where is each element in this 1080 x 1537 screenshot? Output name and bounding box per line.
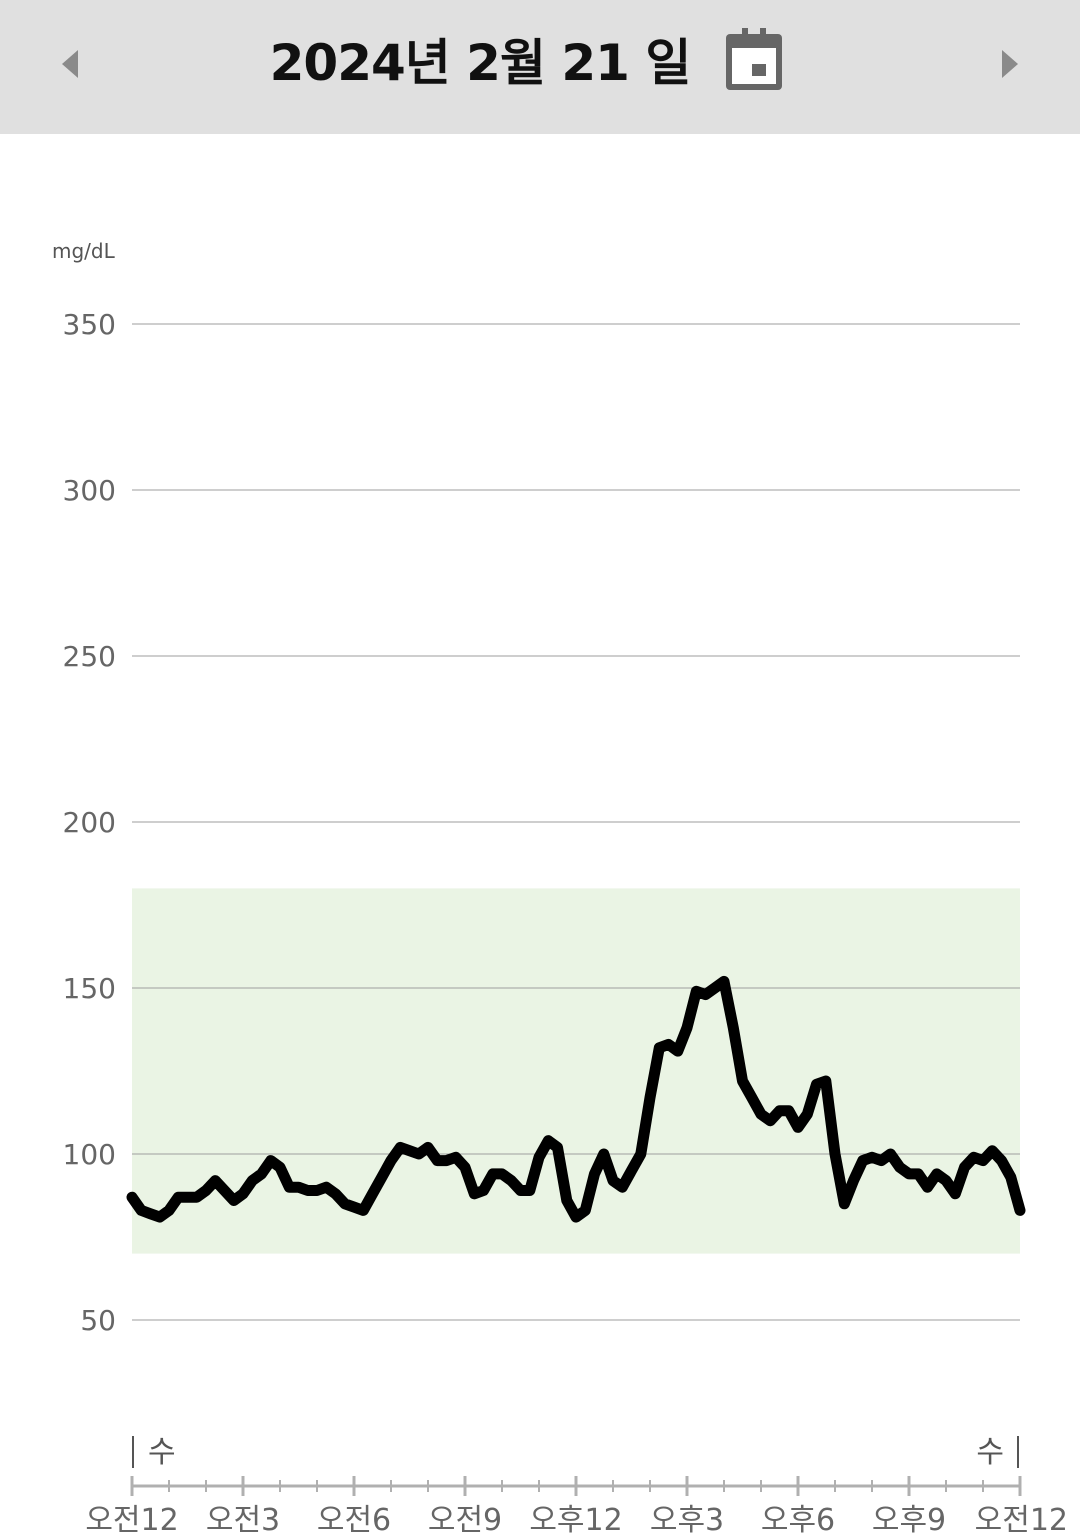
y-axis-ticks: 50 100 150 200 250 300 350 bbox=[63, 308, 116, 1337]
date-header: 2024년 2월 21 일 bbox=[0, 0, 1080, 134]
y-tick-label: 150 bbox=[63, 972, 116, 1005]
y-tick-label: 350 bbox=[63, 308, 116, 341]
x-tick-label: 오전12 bbox=[975, 1503, 1068, 1537]
x-tick-label: 오후6 bbox=[761, 1503, 835, 1537]
x-tick-label: 오후9 bbox=[872, 1503, 946, 1537]
chevron-right-icon[interactable] bbox=[990, 42, 1030, 86]
grid-lines bbox=[132, 323, 1020, 1321]
x-tick-label: 오전12 bbox=[85, 1503, 178, 1537]
x-tick-label: 오전3 bbox=[206, 1503, 280, 1537]
page-title[interactable]: 2024년 2월 21 일 bbox=[269, 34, 692, 92]
day-label-start: 수 bbox=[148, 1435, 176, 1470]
x-tick-label: 오후3 bbox=[650, 1503, 724, 1537]
calendar-icon[interactable] bbox=[722, 26, 786, 94]
day-label-end: 수 bbox=[976, 1435, 1004, 1470]
y-tick-label: 100 bbox=[63, 1138, 116, 1171]
target-range-band bbox=[132, 888, 1020, 1254]
y-tick-label: 300 bbox=[63, 474, 116, 507]
glucose-series-line bbox=[126, 975, 1026, 1223]
y-unit-label: mg/dL bbox=[52, 239, 116, 263]
x-tick-label: 오후12 bbox=[529, 1503, 622, 1537]
x-tick-label: 오전9 bbox=[428, 1503, 502, 1537]
y-tick-label: 50 bbox=[80, 1304, 116, 1337]
y-tick-label: 250 bbox=[63, 640, 116, 673]
y-tick-label: 200 bbox=[63, 806, 116, 839]
glucose-chart: mg/dL 50 100 150 200 250 300 350 오전12 오전3 오전6 오전9… bbox=[52, 239, 1068, 1537]
x-tick-label: 오전6 bbox=[317, 1503, 391, 1537]
x-axis: 오전12 오전3 오전6 오전9 오후12 오후3 오후6 오후9 오전12 bbox=[85, 1476, 1068, 1537]
chevron-left-icon[interactable] bbox=[50, 42, 90, 86]
